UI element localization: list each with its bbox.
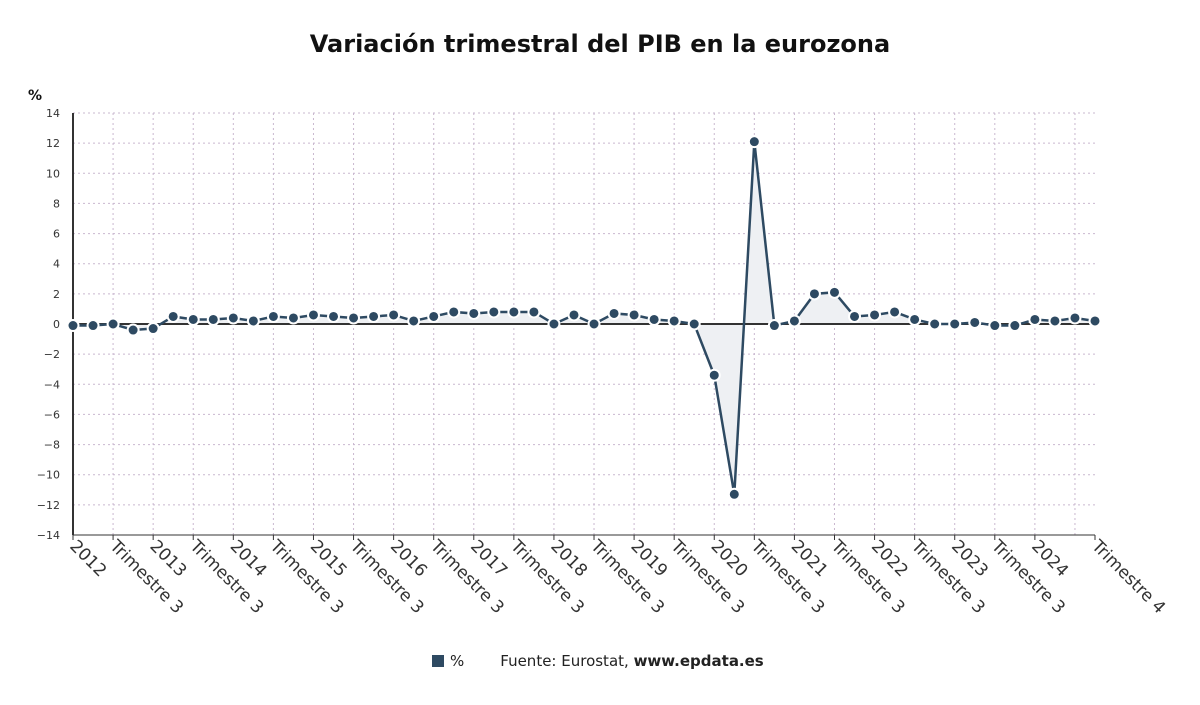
data-point bbox=[347, 311, 361, 325]
data-point bbox=[848, 309, 862, 323]
data-point bbox=[226, 311, 240, 325]
y-tick-label: −6 bbox=[44, 408, 60, 421]
legend-label: % bbox=[450, 652, 465, 670]
data-point bbox=[888, 305, 902, 319]
data-point bbox=[547, 317, 561, 331]
data-point bbox=[727, 487, 741, 501]
data-point bbox=[206, 312, 220, 326]
data-point bbox=[407, 314, 421, 328]
data-point bbox=[567, 308, 581, 322]
data-point bbox=[868, 308, 882, 322]
y-tick-label: 10 bbox=[46, 167, 60, 180]
data-point bbox=[306, 308, 320, 322]
data-point bbox=[767, 319, 781, 333]
data-point bbox=[427, 309, 441, 323]
y-tick-label: −8 bbox=[44, 439, 60, 452]
data-point bbox=[507, 305, 521, 319]
y-axis-label: % bbox=[28, 88, 42, 104]
y-tick-label: 6 bbox=[53, 228, 60, 241]
data-point bbox=[687, 317, 701, 331]
data-point bbox=[988, 319, 1002, 333]
data-point bbox=[1068, 311, 1082, 325]
data-point bbox=[246, 314, 260, 328]
data-point bbox=[827, 285, 841, 299]
data-point bbox=[487, 305, 501, 319]
data-point bbox=[787, 314, 801, 328]
x-tick-label: 2012 bbox=[65, 536, 110, 581]
data-point bbox=[186, 312, 200, 326]
data-point bbox=[327, 309, 341, 323]
y-tick-label: 12 bbox=[46, 137, 60, 150]
data-point bbox=[607, 306, 621, 320]
data-point bbox=[707, 368, 721, 382]
y-tick-label: 8 bbox=[53, 197, 60, 210]
x-tick-label: Trimestre 4 bbox=[1087, 536, 1169, 618]
y-tick-label: 0 bbox=[53, 318, 60, 331]
data-point bbox=[948, 317, 962, 331]
data-point bbox=[1088, 314, 1102, 328]
data-point bbox=[807, 287, 821, 301]
data-point bbox=[647, 312, 661, 326]
y-tick-label: 14 bbox=[46, 107, 60, 120]
data-point bbox=[587, 317, 601, 331]
data-point bbox=[908, 312, 922, 326]
data-point bbox=[968, 315, 982, 329]
data-point bbox=[106, 317, 120, 331]
y-tick-label: −14 bbox=[37, 529, 60, 542]
source-prefix: Fuente: Eurostat, bbox=[500, 652, 634, 670]
source-text: Fuente: Eurostat, www.epdata.es bbox=[500, 652, 763, 670]
series-line bbox=[73, 141, 1096, 495]
data-point bbox=[447, 305, 461, 319]
data-point bbox=[1008, 319, 1022, 333]
source-link[interactable]: www.epdata.es bbox=[633, 652, 764, 670]
data-point bbox=[66, 319, 80, 333]
data-point bbox=[747, 135, 761, 149]
data-point bbox=[146, 322, 160, 336]
legend: % Fuente: Eurostat, www.epdata.es bbox=[432, 652, 764, 670]
y-tick-label: −10 bbox=[37, 469, 60, 482]
data-point bbox=[1048, 314, 1062, 328]
legend-swatch bbox=[432, 655, 444, 667]
data-point bbox=[1028, 312, 1042, 326]
data-point bbox=[367, 309, 381, 323]
y-tick-label: −2 bbox=[44, 348, 60, 361]
data-point bbox=[126, 323, 140, 337]
y-tick-label: −4 bbox=[44, 378, 60, 391]
data-point bbox=[667, 314, 681, 328]
y-tick-label: 2 bbox=[53, 288, 60, 301]
data-point bbox=[527, 305, 541, 319]
y-tick-label: −12 bbox=[37, 499, 60, 512]
data-point bbox=[86, 319, 100, 333]
data-point bbox=[387, 308, 401, 322]
data-point bbox=[928, 317, 942, 331]
y-tick-label: 4 bbox=[53, 258, 60, 271]
data-point bbox=[166, 309, 180, 323]
data-point bbox=[627, 308, 641, 322]
chart-title: Variación trimestral del PIB en la euroz… bbox=[309, 30, 891, 58]
data-point bbox=[286, 311, 300, 325]
data-point bbox=[467, 306, 481, 320]
data-point bbox=[266, 309, 280, 323]
